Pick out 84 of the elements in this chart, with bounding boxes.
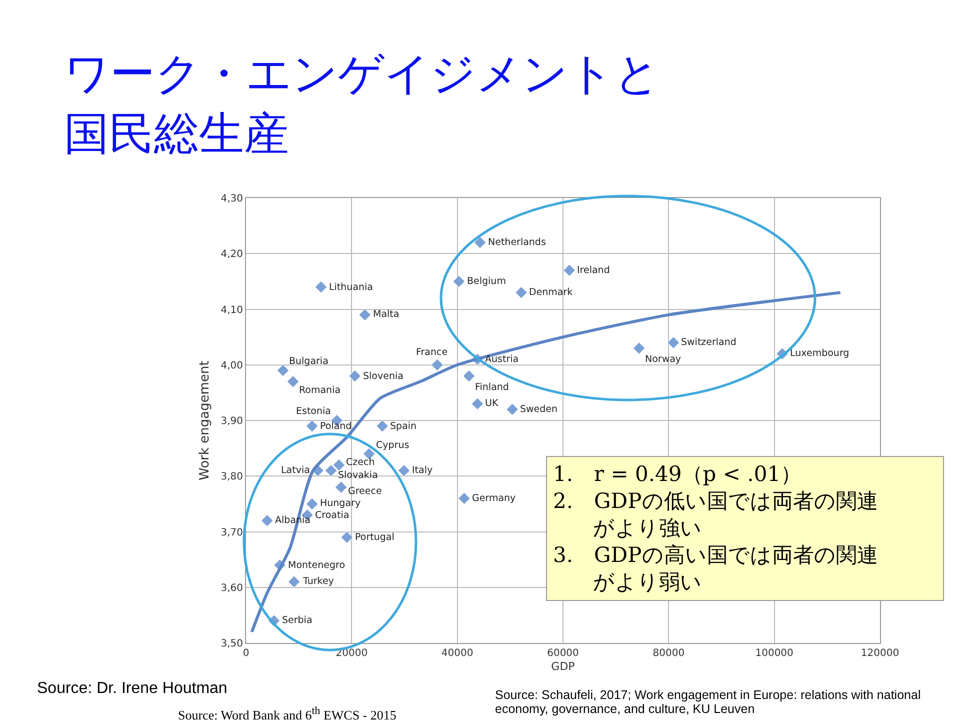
y-tick-label: 3,50 bbox=[220, 638, 243, 650]
series-label: Serbia bbox=[282, 615, 312, 626]
point bbox=[515, 286, 528, 299]
y-tick-label: 3,60 bbox=[220, 582, 243, 594]
point bbox=[286, 375, 300, 388]
point bbox=[667, 336, 680, 349]
source-note: Source: Dr. Irene Houtman bbox=[37, 680, 228, 698]
series-label: Cyprus bbox=[376, 440, 410, 451]
point bbox=[462, 370, 476, 382]
point bbox=[314, 280, 328, 294]
y-tick-label: 3,90 bbox=[220, 416, 243, 427]
point bbox=[563, 264, 576, 276]
series-label: Estonia bbox=[296, 406, 331, 417]
point bbox=[398, 464, 410, 477]
point bbox=[632, 342, 646, 354]
note-box: 1. r = 0.49（p < .01） 2. GDPの低い国では両者の関連がより強い 3. GDPの高い国では両者の関連がより弱い bbox=[546, 456, 944, 601]
chart-title: ワーク・エンゲイジメントと国民総生産 bbox=[64, 46, 661, 162]
y-tick-label: 3,80 bbox=[220, 472, 243, 483]
series-label: Ireland bbox=[577, 265, 610, 276]
annotation: 2. GDPの低い国では両者の関連がより強い bbox=[553, 488, 879, 542]
series-label: Switzerland bbox=[681, 337, 736, 348]
x-axis-title: GDP bbox=[551, 660, 576, 674]
x-tick-label: 60000 bbox=[547, 648, 579, 659]
x-tick-label: 0 bbox=[242, 648, 250, 659]
x-tick-label: 40000 bbox=[441, 648, 474, 659]
series-label: Norway bbox=[645, 354, 682, 365]
point bbox=[306, 420, 318, 432]
point bbox=[452, 275, 466, 288]
x-tick-label: 80000 bbox=[652, 648, 685, 659]
series-label: Romania bbox=[299, 385, 341, 396]
point bbox=[431, 358, 444, 371]
point bbox=[332, 458, 346, 472]
y-tick-label: 4,10 bbox=[220, 304, 243, 316]
point bbox=[261, 514, 274, 527]
point bbox=[340, 531, 354, 544]
point bbox=[324, 464, 338, 477]
point bbox=[348, 370, 361, 382]
point bbox=[506, 403, 518, 416]
point bbox=[306, 498, 318, 510]
series-label: Finland bbox=[475, 382, 509, 393]
series-label: Croatia bbox=[315, 510, 350, 521]
y-tick-label: 3,70 bbox=[220, 527, 243, 538]
series-label: Germany bbox=[472, 493, 516, 504]
series-label: Netherlands bbox=[488, 237, 546, 248]
series-label: Luxembourg bbox=[790, 348, 850, 359]
series-label: Slovakia bbox=[338, 470, 378, 481]
series-label: France bbox=[416, 347, 448, 358]
source-note: Source: Schaufeli, 2017; Work engagement in Europe: relations with national economy, governance, and culture, KU Leuven bbox=[495, 688, 922, 717]
series-label: Italy bbox=[412, 465, 433, 476]
series-label: Belgium bbox=[467, 276, 506, 287]
series-label: Portugal bbox=[355, 532, 394, 543]
series-label: Lithuania bbox=[329, 282, 374, 293]
series-label: Slovenia bbox=[363, 371, 404, 382]
series-label: Austria bbox=[485, 354, 519, 365]
series-label: Hungary bbox=[320, 498, 361, 509]
series-label: Denmark bbox=[529, 287, 574, 298]
point bbox=[358, 308, 371, 321]
y-tick-label: 4,20 bbox=[220, 249, 243, 260]
y-tick-label: 4,30 bbox=[220, 194, 243, 204]
source-note: Source: Word Bank and 6$^{th}$ EWCS - 2015 bbox=[178, 705, 398, 722]
series-label: Poland bbox=[320, 421, 352, 432]
point bbox=[474, 236, 486, 249]
point bbox=[376, 420, 388, 432]
point bbox=[471, 398, 484, 410]
x-tick-label: 100000 bbox=[755, 648, 794, 659]
series-label: UK bbox=[485, 398, 499, 409]
series-label: Spain bbox=[390, 421, 417, 432]
annotation: 1. r = 0.49（p < .01） bbox=[553, 461, 803, 488]
series-label: Montenegro bbox=[288, 560, 346, 571]
series-label: Czech bbox=[346, 457, 375, 468]
x-tick-label: 120000 bbox=[860, 648, 900, 659]
series-label: Greece bbox=[348, 486, 382, 497]
y-axis-title: Work engagement bbox=[198, 360, 213, 480]
annotation: 3. GDPの高い国では両者の関連がより弱い bbox=[553, 542, 879, 596]
series-label: Sweden bbox=[520, 404, 558, 415]
series-label: Latvia bbox=[281, 465, 310, 476]
series-label: Turkey bbox=[302, 576, 334, 587]
point bbox=[276, 364, 290, 377]
series-label: Malta bbox=[373, 309, 400, 320]
point bbox=[288, 576, 300, 588]
point bbox=[335, 481, 348, 494]
point bbox=[458, 492, 470, 504]
series-label: Bulgaria bbox=[289, 356, 328, 367]
y-tick-label: 4,00 bbox=[220, 360, 243, 372]
